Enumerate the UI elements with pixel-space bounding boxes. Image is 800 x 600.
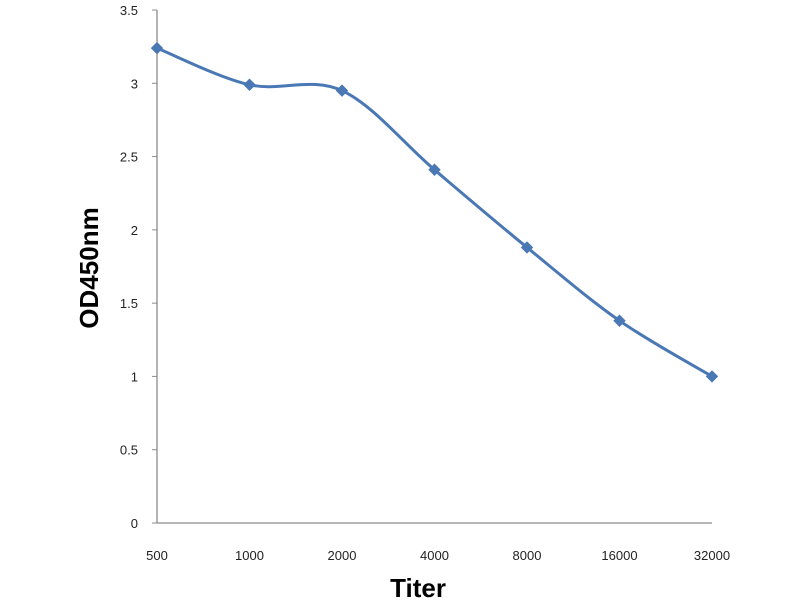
- y-tick-label: 3.5: [120, 3, 138, 18]
- x-tick-label: 2000: [328, 548, 357, 563]
- y-tick-label: 0: [131, 516, 138, 531]
- x-tick-label: 1000: [235, 548, 264, 563]
- series-line: [155, 46, 714, 378]
- x-axis-title: Titer: [390, 573, 446, 600]
- y-tick-label: 1: [131, 369, 138, 384]
- y-tick-label: 2.5: [120, 150, 138, 165]
- x-tick-label: 4000: [420, 548, 449, 563]
- plot-area: 0 0.5 1 1.5 2 2.5 3 3.5 500 1000 2000 4000 8000 16000…: [120, 3, 730, 563]
- data-point-marker: [520, 241, 534, 254]
- x-tick-label: 8000: [513, 548, 542, 563]
- x-tick-label: 32000: [694, 548, 730, 563]
- data-point-marker: [428, 163, 441, 176]
- data-point-marker: [150, 41, 164, 55]
- x-tick-label: 16000: [601, 548, 637, 563]
- data-point-marker: [335, 84, 349, 97]
- data-point-marker: [243, 78, 256, 91]
- data-point-marker: [613, 314, 626, 327]
- x-tick-label: 500: [146, 548, 168, 563]
- y-tick-label: 0.5: [120, 443, 138, 458]
- y-tick-label: 2: [131, 223, 138, 238]
- y-tick-label: 3: [131, 76, 138, 91]
- data-point-marker: [705, 370, 719, 383]
- y-axis-title: OD450nm: [74, 207, 104, 328]
- y-tick-label: 1.5: [120, 296, 138, 311]
